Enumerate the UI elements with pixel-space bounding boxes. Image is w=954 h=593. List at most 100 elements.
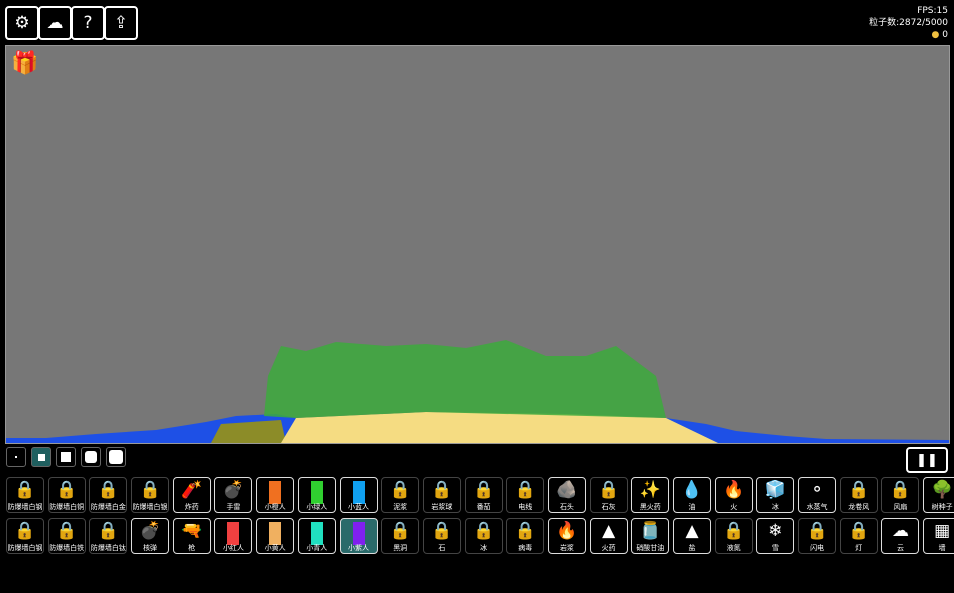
element-jar[interactable]: 🫙 硝酸甘油 (631, 518, 670, 554)
element-tree[interactable]: 🌳 树种子 (923, 477, 954, 513)
element-palette: 🔒 防爆墙白钢 🔒 防爆墙白铜 🔒 防爆墙白金 🔒 防爆墙白银 🧨 炸药 💣 手雷 小橙人 小绿人 小蓝人 🔒… (6, 477, 954, 554)
brush-size-tiny[interactable] (6, 447, 26, 467)
powder-icon: ▲ (602, 521, 616, 541)
element-locked[interactable]: 🔒 石 (422, 518, 461, 554)
share-icon: ⇪ (113, 13, 129, 33)
element-person[interactable]: 小橙人 (256, 477, 295, 513)
element-label: 手雷 (226, 503, 241, 511)
lock-icon: 🔒 (139, 480, 161, 500)
lock-icon: 🔒 (14, 521, 36, 541)
element-label: 小蓝人 (348, 503, 369, 511)
element-locked[interactable]: 🔒 防爆墙白铁 (47, 518, 86, 554)
element-locked[interactable]: 🔒 石灰 (589, 477, 628, 513)
element-label: 冰 (771, 503, 779, 511)
share-button[interactable]: ⇪ (104, 6, 138, 40)
element-label: 小紫人 (348, 544, 369, 552)
lock-icon: 🔒 (389, 521, 411, 541)
element-label: 核弹 (143, 544, 158, 552)
element-oil[interactable]: 💧 油 (673, 477, 711, 513)
element-locked[interactable]: 🔒 防爆墙白金 (89, 477, 128, 513)
brush-size-xlarge[interactable] (106, 447, 126, 467)
element-locked[interactable]: 🔒 岩浆球 (422, 477, 461, 513)
element-locked[interactable]: 🔒 病毒 (506, 518, 545, 554)
element-locked[interactable]: 🔒 防爆墙白钢 (6, 518, 44, 554)
element-ice[interactable]: 🧊 冰 (756, 477, 795, 513)
lock-icon: 🔒 (806, 521, 828, 541)
element-locked[interactable]: 🔒 冰 (464, 518, 503, 554)
element-bomb[interactable]: 💣 核弹 (131, 518, 170, 554)
element-gun[interactable]: 🔫 枪 (172, 518, 211, 554)
element-label: 云 (896, 544, 904, 552)
ice-icon: 🧊 (764, 480, 786, 500)
stats-panel: FPS:15 粒子数:2872/5000 ● 0 (869, 5, 948, 41)
lock-icon: 🔒 (97, 480, 119, 500)
sandbox-canvas[interactable]: 🎁 (5, 45, 950, 444)
cloud-button[interactable]: ☁ (38, 6, 72, 40)
cloud-icon: ☁ (891, 521, 909, 541)
element-label: 岩浆 (559, 544, 574, 552)
brush-size-small[interactable] (31, 447, 51, 467)
element-locked[interactable]: 🔒 闪电 (798, 518, 837, 554)
pause-button[interactable]: ❚❚ (906, 447, 948, 473)
element-locked[interactable]: 🔒 龙卷风 (839, 477, 878, 513)
element-locked[interactable]: 🔒 防爆墙白钛 (89, 518, 128, 554)
element-locked[interactable]: 🔒 黑洞 (381, 518, 420, 554)
person-icon (269, 519, 282, 545)
settings-button[interactable]: ⚙ (5, 6, 39, 40)
lock-icon: 🔒 (97, 521, 119, 541)
element-label: 岩浆球 (431, 503, 453, 511)
element-locked[interactable]: 🔒 防爆墙白铜 (47, 477, 86, 513)
person-icon (310, 519, 323, 545)
element-locked[interactable]: 🔒 液氮 (714, 518, 753, 554)
help-icon: ? (83, 13, 93, 33)
element-locked[interactable]: 🔒 防爆墙白银 (131, 477, 170, 513)
lock-icon: 🔒 (889, 480, 912, 500)
element-person[interactable]: 小紫人 (339, 518, 378, 554)
element-locked[interactable]: 🔒 风扇 (881, 477, 920, 513)
element-label: 防爆墙白金 (90, 503, 126, 511)
element-label: 防爆墙白钛 (90, 544, 126, 552)
element-rock[interactable]: 🪨 石头 (547, 477, 586, 513)
tree-icon: 🌳 (931, 480, 953, 500)
element-tnt[interactable]: 🧨 炸药 (172, 477, 211, 513)
element-person[interactable]: 小青人 (297, 518, 336, 554)
element-person[interactable]: 小蓝人 (339, 477, 378, 513)
gift-icon[interactable]: 🎁 (11, 51, 39, 76)
help-button[interactable]: ? (71, 6, 105, 40)
element-label: 防爆墙白钢 (7, 544, 43, 552)
brush-shape (61, 452, 71, 462)
element-lava[interactable]: 🔥 岩浆 (547, 518, 586, 554)
element-label: 树种子 (931, 503, 953, 511)
brush-size-large[interactable] (81, 447, 101, 467)
element-person[interactable]: 小黄人 (256, 518, 295, 554)
snow-icon: ❄ (768, 521, 783, 541)
fire-icon: 🔥 (723, 480, 745, 500)
element-locked[interactable]: 🔒 灯 (839, 518, 878, 554)
element-label: 小橙人 (264, 503, 286, 511)
element-fire[interactable]: 🔥 火 (714, 477, 753, 513)
element-label: 番茄 (476, 503, 491, 511)
element-gunpowder[interactable]: ✨ 黑火药 (631, 477, 670, 513)
element-locked[interactable]: 🔒 番茄 (464, 477, 503, 513)
element-locked[interactable]: 🔒 防爆墙白钢 (6, 477, 44, 513)
brush-size-medium[interactable] (56, 447, 76, 467)
lock-icon: 🔒 (431, 480, 453, 500)
element-cloud[interactable]: ☁ 云 (881, 518, 920, 554)
settings-icon: ⚙ (14, 13, 30, 33)
element-locked[interactable]: 🔒 泥浆 (381, 477, 420, 513)
element-label: 石灰 (601, 503, 616, 511)
mud (211, 420, 286, 443)
element-salt[interactable]: ▲ 盐 (673, 518, 711, 554)
element-grenade[interactable]: 💣 手雷 (214, 477, 253, 513)
element-wall[interactable]: ▦ 墙 (923, 518, 954, 554)
element-label: 电线 (518, 503, 533, 511)
element-steam[interactable]: ⚬ 水蒸气 (798, 477, 837, 513)
element-person[interactable]: 小红人 (214, 518, 253, 554)
element-label: 小绿人 (306, 503, 328, 511)
element-locked[interactable]: 🔒 电线 (506, 477, 545, 513)
element-snow[interactable]: ❄ 雪 (756, 518, 795, 554)
element-label: 冰 (480, 544, 488, 552)
lock-icon: 🔒 (848, 480, 870, 500)
element-person[interactable]: 小绿人 (297, 477, 336, 513)
element-powder[interactable]: ▲ 火药 (589, 518, 628, 554)
